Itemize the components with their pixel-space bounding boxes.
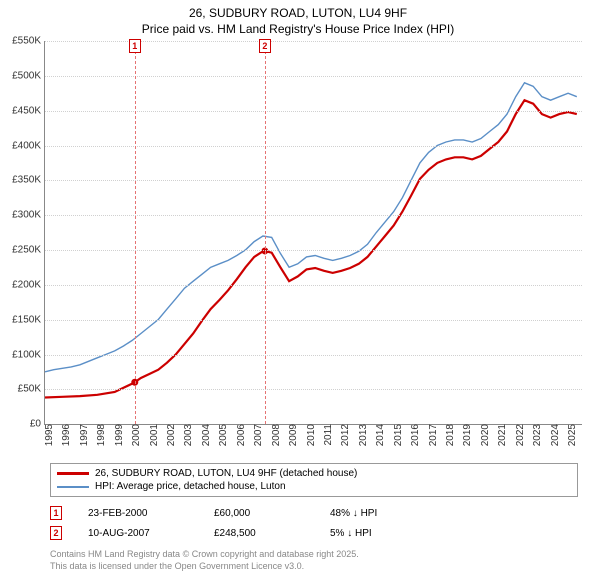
license-text: Contains HM Land Registry data © Crown c… (50, 549, 590, 572)
x-tick-label: 2024 (547, 424, 561, 446)
x-tick-label: 2005 (215, 424, 229, 446)
x-tick-label: 2025 (564, 424, 578, 446)
y-tick-label: £400K (12, 140, 45, 151)
title-block: 26, SUDBURY ROAD, LUTON, LU4 9HF Price p… (6, 6, 590, 37)
y-tick-label: £350K (12, 175, 45, 186)
chart-area: £0£50K£100K£150K£200K£250K£300K£350K£400… (44, 41, 582, 425)
x-tick-label: 2012 (337, 424, 351, 446)
x-tick-label: 2014 (372, 424, 386, 446)
x-tick-label: 2016 (407, 424, 421, 446)
x-tick-label: 2013 (355, 424, 369, 446)
y-tick-label: £550K (12, 36, 45, 47)
sale-event-price: £248,500 (214, 528, 304, 539)
y-tick-label: £450K (12, 105, 45, 116)
chart-container: 26, SUDBURY ROAD, LUTON, LU4 9HF Price p… (0, 0, 600, 560)
sale-marker: 1 (129, 39, 141, 53)
x-tick-label: 2022 (512, 424, 526, 446)
x-tick-label: 2020 (477, 424, 491, 446)
x-tick-label: 2002 (163, 424, 177, 446)
y-tick-label: £500K (12, 71, 45, 82)
x-tick-label: 2021 (494, 424, 508, 446)
sale-event-date: 23-FEB-2000 (88, 508, 188, 519)
sale-marker: 2 (259, 39, 271, 53)
legend-row-sale: 26, SUDBURY ROAD, LUTON, LU4 9HF (detach… (57, 467, 571, 480)
y-tick-label: £50K (18, 384, 45, 395)
x-tick-label: 2008 (268, 424, 282, 446)
legend-label-sale: 26, SUDBURY ROAD, LUTON, LU4 9HF (detach… (95, 468, 357, 479)
sale-event-marker: 1 (50, 506, 62, 520)
sale-event-row: 2 10-AUG-2007 £248,500 5% ↓ HPI (50, 523, 590, 543)
chart-svg (45, 41, 582, 424)
title-line-1: 26, SUDBURY ROAD, LUTON, LU4 9HF (6, 6, 590, 22)
x-tick-label: 2001 (146, 424, 160, 446)
x-tick-label: 1997 (76, 424, 90, 446)
license-line-1: Contains HM Land Registry data © Crown c… (50, 549, 590, 561)
x-tick-label: 2007 (250, 424, 264, 446)
sale-event-date: 10-AUG-2007 (88, 528, 188, 539)
x-tick-label: 2000 (128, 424, 142, 446)
x-tick-label: 1999 (111, 424, 125, 446)
x-tick-label: 2009 (285, 424, 299, 446)
y-tick-label: £300K (12, 210, 45, 221)
x-tick-label: 1998 (93, 424, 107, 446)
x-tick-label: 1996 (58, 424, 72, 446)
sale-event-marker: 2 (50, 526, 62, 540)
x-tick-label: 2011 (320, 424, 334, 446)
x-tick-label: 2004 (198, 424, 212, 446)
x-tick-label: 2010 (303, 424, 317, 446)
sale-event-delta: 48% ↓ HPI (330, 508, 377, 519)
sale-event-price: £60,000 (214, 508, 304, 519)
legend-swatch-sale (57, 472, 89, 475)
y-tick-label: £150K (12, 314, 45, 325)
y-tick-label: £200K (12, 279, 45, 290)
x-tick-label: 2023 (529, 424, 543, 446)
title-line-2: Price paid vs. HM Land Registry's House … (6, 22, 590, 38)
legend-label-hpi: HPI: Average price, detached house, Luto… (95, 481, 286, 492)
x-tick-label: 2003 (180, 424, 194, 446)
y-tick-label: £250K (12, 245, 45, 256)
sale-event-row: 1 23-FEB-2000 £60,000 48% ↓ HPI (50, 503, 590, 523)
x-tick-label: 2019 (459, 424, 473, 446)
x-tick-label: 2018 (442, 424, 456, 446)
legend-row-hpi: HPI: Average price, detached house, Luto… (57, 480, 571, 493)
y-tick-label: £100K (12, 349, 45, 360)
x-tick-label: 1995 (41, 424, 55, 446)
plot-region: £0£50K£100K£150K£200K£250K£300K£350K£400… (44, 41, 582, 425)
legend-swatch-hpi (57, 486, 89, 488)
license-line-2: This data is licensed under the Open Gov… (50, 561, 590, 573)
sale-event-delta: 5% ↓ HPI (330, 528, 372, 539)
legend: 26, SUDBURY ROAD, LUTON, LU4 9HF (detach… (50, 463, 578, 497)
sale-events-table: 1 23-FEB-2000 £60,000 48% ↓ HPI 2 10-AUG-2007… (50, 503, 590, 543)
x-tick-label: 2017 (425, 424, 439, 446)
x-tick-label: 2015 (390, 424, 404, 446)
x-tick-label: 2006 (233, 424, 247, 446)
